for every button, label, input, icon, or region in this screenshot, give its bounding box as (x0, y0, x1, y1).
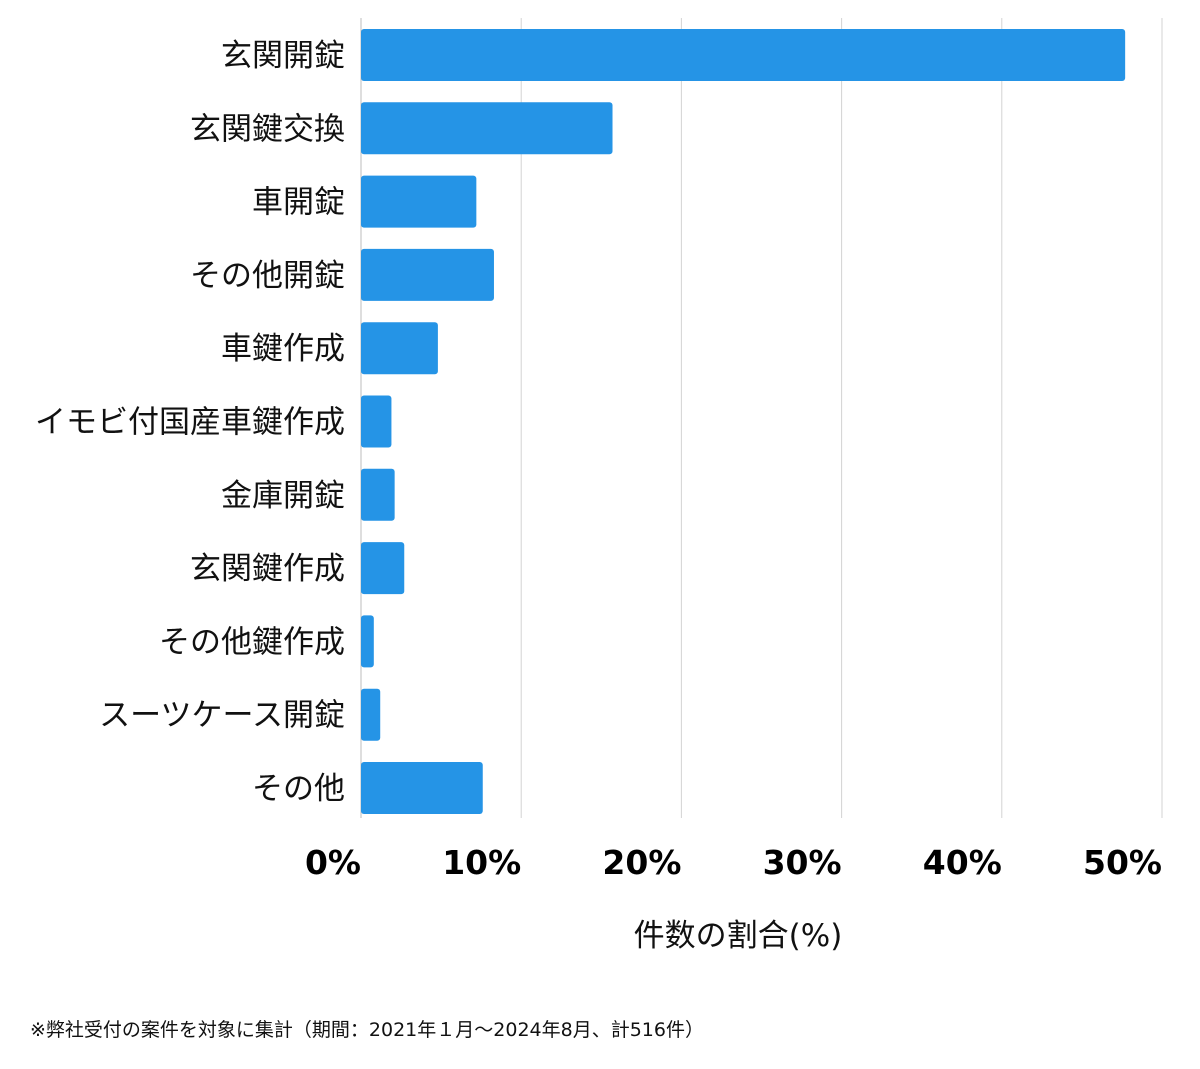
category-label: 金庫開錠 (221, 478, 345, 514)
bar (361, 542, 405, 595)
bar (361, 322, 438, 375)
category-label: 車鍵作成 (221, 331, 345, 367)
category-label: 車開錠 (252, 185, 345, 221)
category-label: スーツケース開錠 (99, 698, 345, 734)
bar (361, 468, 395, 521)
tick-labels: 0% 10% 20% 30% 40% 50% (305, 843, 1162, 882)
category-label: 玄関鍵作成 (190, 551, 345, 587)
bar (361, 29, 1126, 81)
bar (361, 248, 494, 301)
category-label: イモビ付国産車鍵作成 (35, 405, 345, 441)
bar (361, 102, 613, 155)
category-labels: 玄関開錠玄関鍵交換車開錠その他開錠車鍵作成イモビ付国産車鍵作成金庫開錠玄関鍵作成… (35, 38, 345, 807)
bar (361, 615, 374, 668)
tick-label: 40% (923, 843, 1002, 882)
tick-label: 10% (442, 843, 521, 882)
category-label: その他 (252, 771, 345, 807)
bar-chart: 玄関開錠玄関鍵交換車開錠その他開錠車鍵作成イモビ付国産車鍵作成金庫開錠玄関鍵作成… (35, 18, 1163, 954)
category-label: その他開錠 (190, 258, 345, 294)
bars (361, 29, 1126, 814)
tick-label: 20% (602, 843, 681, 882)
footnote: ※弊社受付の案件を対象に集計（期間：2021年１月〜2024年8月、計516件） (30, 1019, 704, 1041)
tick-label: 50% (1083, 843, 1162, 882)
bar (361, 688, 381, 741)
tick-label: 0% (305, 843, 361, 882)
bar (361, 762, 483, 814)
category-label: 玄関鍵交換 (190, 111, 345, 147)
bar (361, 175, 477, 228)
x-axis-title: 件数の割合(%) (634, 918, 843, 954)
category-label: 玄関開錠 (221, 38, 345, 74)
tick-label: 30% (763, 843, 842, 882)
bar (361, 395, 392, 448)
category-label: その他鍵作成 (159, 624, 345, 660)
